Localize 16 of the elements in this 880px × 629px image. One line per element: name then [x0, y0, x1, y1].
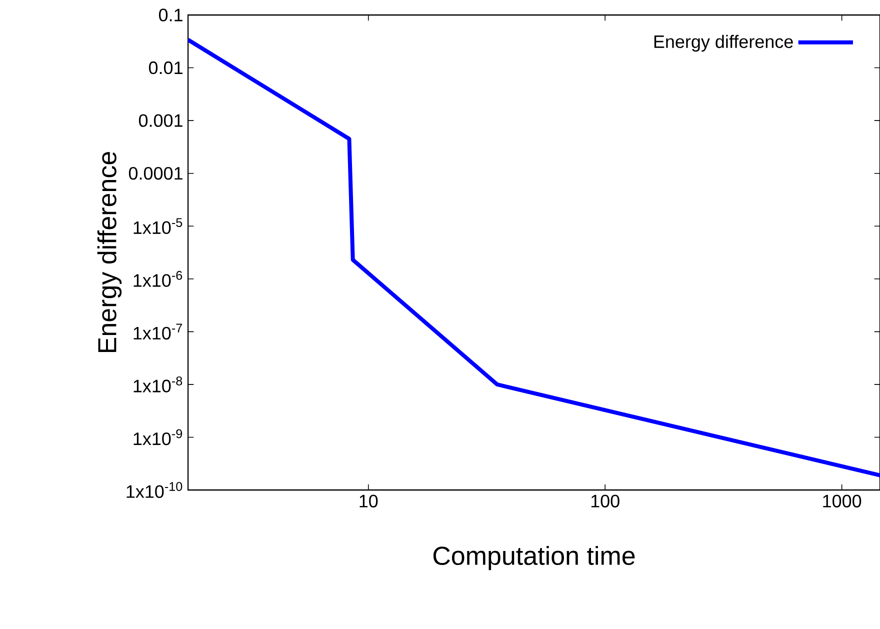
y-tick-label: 1x10$^{-7}$ [134, 324, 182, 340]
y-tick-label: 0.001 [138, 114, 182, 127]
legend-label: Energy difference [654, 34, 793, 52]
y-axis-title: Energy difference [97, 152, 122, 352]
y-tick-label: 0.1 [158, 8, 182, 22]
x-axis-title: Computation time [433, 546, 635, 570]
x-tick-label: 10 [360, 494, 378, 508]
x-tick-label: 100 [591, 494, 620, 508]
y-tick-label: 1x10$^{-9}$ [134, 429, 182, 446]
y-tick-label: 0.0001 [128, 166, 182, 180]
y-tick-label: 1x10$^{-10}$ [126, 482, 182, 498]
x-tick-label: 1000 [823, 494, 862, 508]
y-tick-label: 1x10$^{-6}$ [134, 270, 182, 287]
y-tick-label: 0.01 [148, 61, 182, 74]
y-tick-label: 1x10$^{-8}$ [134, 376, 182, 392]
y-tick-label: 1x10$^{-5}$ [134, 218, 182, 234]
